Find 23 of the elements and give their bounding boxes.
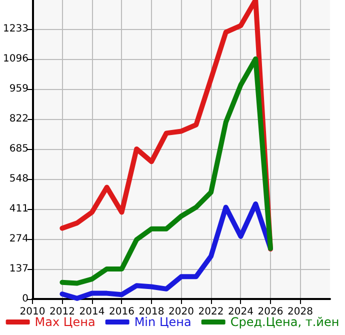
y-tick-label: 274 <box>9 233 28 244</box>
x-tick-label: 2028 <box>288 306 313 318</box>
x-tick-label: 2022 <box>198 306 224 318</box>
y-tick-label: 1096 <box>2 53 28 64</box>
x-tick-label: 2016 <box>108 306 134 318</box>
x-tick-label: 2010 <box>20 306 46 318</box>
x-tick-label: 2020 <box>168 306 194 318</box>
legend-label: Min Цена <box>134 315 192 329</box>
y-tick-label: 685 <box>9 143 28 154</box>
legend-label: Max Цена <box>34 315 96 329</box>
y-tick-label: 1233 <box>2 23 28 34</box>
y-tick-label: 0 <box>22 294 28 304</box>
y-tick-label: 548 <box>9 173 28 184</box>
y-tick-label: 137 <box>9 263 28 274</box>
x-tick-label: 2026 <box>258 306 284 318</box>
x-tick-label: 2012 <box>49 306 75 318</box>
x-tick-label: 2014 <box>79 306 105 318</box>
x-tick-label: 2024 <box>228 306 254 318</box>
y-tick-label: 959 <box>9 83 28 94</box>
y-tick-label: 411 <box>9 203 28 214</box>
legend-label: Сред.Цена, т.йен <box>230 315 340 329</box>
x-tick-label: 2018 <box>138 306 164 318</box>
y-tick-label: 822 <box>9 113 28 124</box>
